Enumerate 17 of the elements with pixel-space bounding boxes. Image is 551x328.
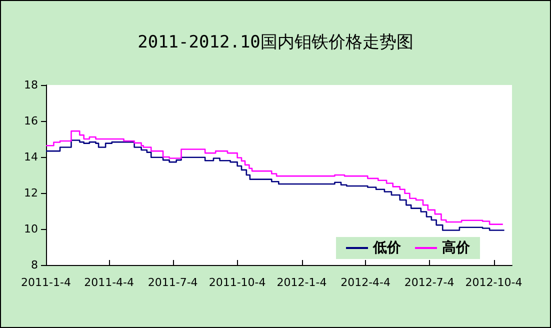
x-tick-label: 2012-7-4: [404, 276, 454, 289]
x-tick-label: 2011-7-4: [148, 276, 198, 289]
x-tick-label: 2012-1-4: [276, 276, 327, 289]
x-tick-label: 2011-10-4: [208, 276, 266, 289]
y-tick-label: 14: [24, 150, 38, 164]
x-tick-label: 2012-10-4: [465, 276, 522, 289]
chart-title: 2011-2012.10国内钼铁价格走势图: [138, 32, 414, 52]
y-tick-label: 10: [24, 222, 38, 236]
y-tick-label: 12: [24, 186, 38, 200]
x-tick-label: 2012-4-4: [340, 276, 391, 289]
legend-label: 低价: [372, 240, 402, 256]
legend-label: 高价: [442, 239, 471, 256]
y-tick-label: 8: [31, 258, 38, 272]
y-tick-label: 16: [24, 114, 38, 128]
x-tick-label: 2011-1-4: [21, 276, 71, 289]
x-tick-label: 2011-4-4: [84, 276, 134, 289]
y-tick-label: 18: [24, 78, 38, 92]
